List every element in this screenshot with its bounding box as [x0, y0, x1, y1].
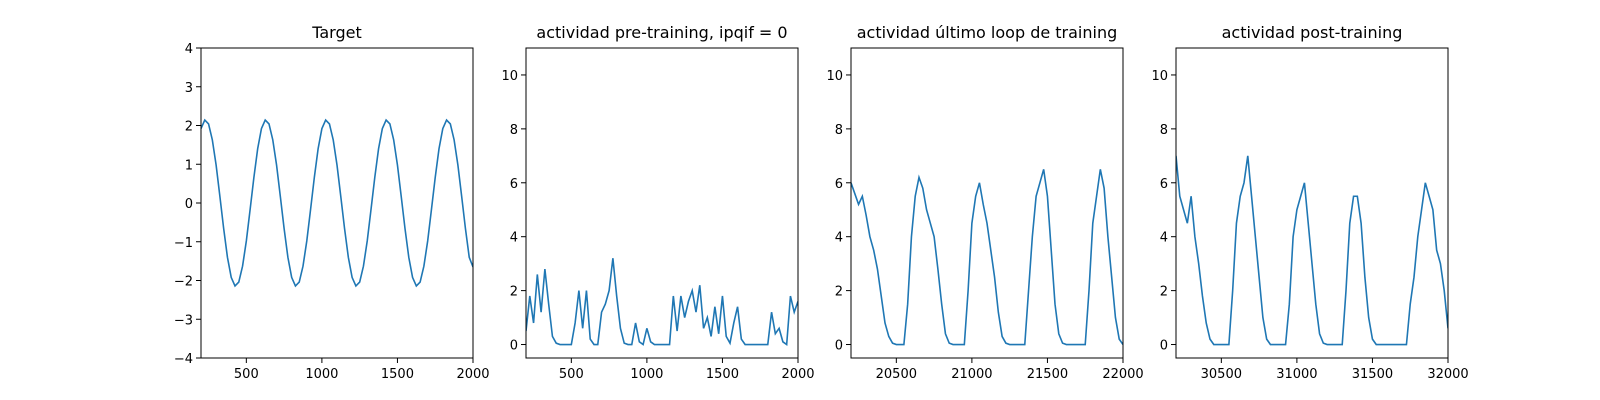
x-tick-label: 2000 — [456, 367, 489, 382]
y-tick-label: 6 — [1160, 177, 1168, 192]
y-tick-label: −1 — [174, 236, 193, 251]
y-tick-label: 2 — [510, 285, 518, 300]
x-tick-label: 31000 — [1276, 367, 1317, 382]
axes-frame — [525, 47, 799, 359]
y-tick-label: 1 — [185, 158, 193, 173]
data-line — [1176, 155, 1448, 346]
x-tick-label: 1500 — [706, 367, 739, 382]
x-tick-label: 500 — [234, 367, 259, 382]
axes-frame — [200, 47, 474, 359]
y-tick-label: 8 — [1160, 123, 1168, 138]
x-tick-label: 2000 — [781, 367, 814, 382]
x-tick-label: 21500 — [1027, 367, 1068, 382]
y-tick-label: 6 — [835, 177, 843, 192]
y-tick-label: 8 — [510, 123, 518, 138]
x-tick-label: 500 — [559, 367, 584, 382]
y-tick-label: 10 — [501, 69, 518, 84]
x-tick-label: 1500 — [381, 367, 414, 382]
chart-title: Target — [311, 23, 362, 42]
y-tick-label: 2 — [185, 120, 193, 135]
y-tick-label: 0 — [835, 339, 843, 354]
data-line — [526, 258, 798, 346]
y-tick-label: −3 — [174, 313, 193, 328]
axes-frame — [1175, 47, 1449, 359]
y-tick-label: −2 — [174, 275, 193, 290]
chart-title: actividad último loop de training — [857, 23, 1118, 42]
y-tick-label: 4 — [185, 42, 193, 57]
x-tick-label: 31500 — [1352, 367, 1393, 382]
x-tick-label: 22000 — [1102, 367, 1143, 382]
subplot: Target 500 1000 1500 2000 −4 −3 −2 −1 0 1 2 3 4 — [174, 23, 490, 382]
chart-title: actividad pre-training, ipqif = 0 — [536, 23, 787, 42]
y-tick-label: 0 — [185, 197, 193, 212]
x-tick-label: 32000 — [1427, 367, 1468, 382]
y-tick-label: 0 — [510, 339, 518, 354]
x-tick-label: 20500 — [876, 367, 917, 382]
y-tick-label: 3 — [185, 81, 193, 96]
y-tick-label: 6 — [510, 177, 518, 192]
x-tick-label: 30500 — [1201, 367, 1242, 382]
axes-frame — [850, 47, 1124, 359]
y-tick-label: 2 — [835, 285, 843, 300]
subplot: actividad post-training 30500 31000 31500 32… — [1151, 23, 1468, 382]
subplot: actividad pre-training, ipqif = 0 500 1000… — [501, 23, 814, 382]
x-tick-label: 1000 — [305, 367, 338, 382]
x-tick-label: 21000 — [951, 367, 992, 382]
y-tick-label: 10 — [826, 69, 843, 84]
y-tick-label: 10 — [1151, 69, 1168, 84]
data-line — [851, 169, 1123, 346]
y-tick-label: −4 — [174, 352, 193, 367]
y-tick-label: 4 — [1160, 231, 1168, 246]
y-tick-label: 4 — [510, 231, 518, 246]
y-tick-label: 4 — [835, 231, 843, 246]
x-tick-label: 1000 — [630, 367, 663, 382]
y-tick-label: 0 — [1160, 339, 1168, 354]
data-line — [201, 118, 473, 288]
y-tick-label: 8 — [835, 123, 843, 138]
chart-title: actividad post-training — [1222, 23, 1403, 42]
y-tick-label: 2 — [1160, 285, 1168, 300]
